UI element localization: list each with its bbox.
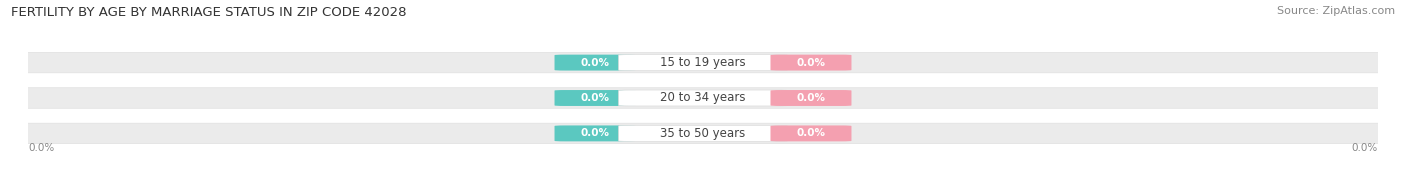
Text: Source: ZipAtlas.com: Source: ZipAtlas.com: [1277, 6, 1395, 16]
FancyBboxPatch shape: [18, 123, 1388, 144]
Text: 0.0%: 0.0%: [1351, 143, 1378, 153]
Text: 0.0%: 0.0%: [796, 58, 825, 68]
FancyBboxPatch shape: [554, 55, 636, 71]
FancyBboxPatch shape: [554, 125, 636, 141]
FancyBboxPatch shape: [619, 55, 787, 71]
FancyBboxPatch shape: [619, 90, 787, 106]
FancyBboxPatch shape: [554, 90, 636, 106]
FancyBboxPatch shape: [619, 125, 787, 141]
Text: 0.0%: 0.0%: [581, 93, 610, 103]
FancyBboxPatch shape: [770, 55, 852, 71]
Text: FERTILITY BY AGE BY MARRIAGE STATUS IN ZIP CODE 42028: FERTILITY BY AGE BY MARRIAGE STATUS IN Z…: [11, 6, 406, 19]
FancyBboxPatch shape: [770, 90, 852, 106]
Text: 0.0%: 0.0%: [28, 143, 55, 153]
FancyBboxPatch shape: [770, 125, 852, 141]
Text: 0.0%: 0.0%: [796, 128, 825, 138]
Text: 0.0%: 0.0%: [581, 58, 610, 68]
FancyBboxPatch shape: [18, 52, 1388, 73]
Text: 0.0%: 0.0%: [581, 128, 610, 138]
Text: 0.0%: 0.0%: [796, 93, 825, 103]
FancyBboxPatch shape: [18, 88, 1388, 108]
Text: 15 to 19 years: 15 to 19 years: [661, 56, 745, 69]
Text: 20 to 34 years: 20 to 34 years: [661, 92, 745, 104]
Text: 35 to 50 years: 35 to 50 years: [661, 127, 745, 140]
